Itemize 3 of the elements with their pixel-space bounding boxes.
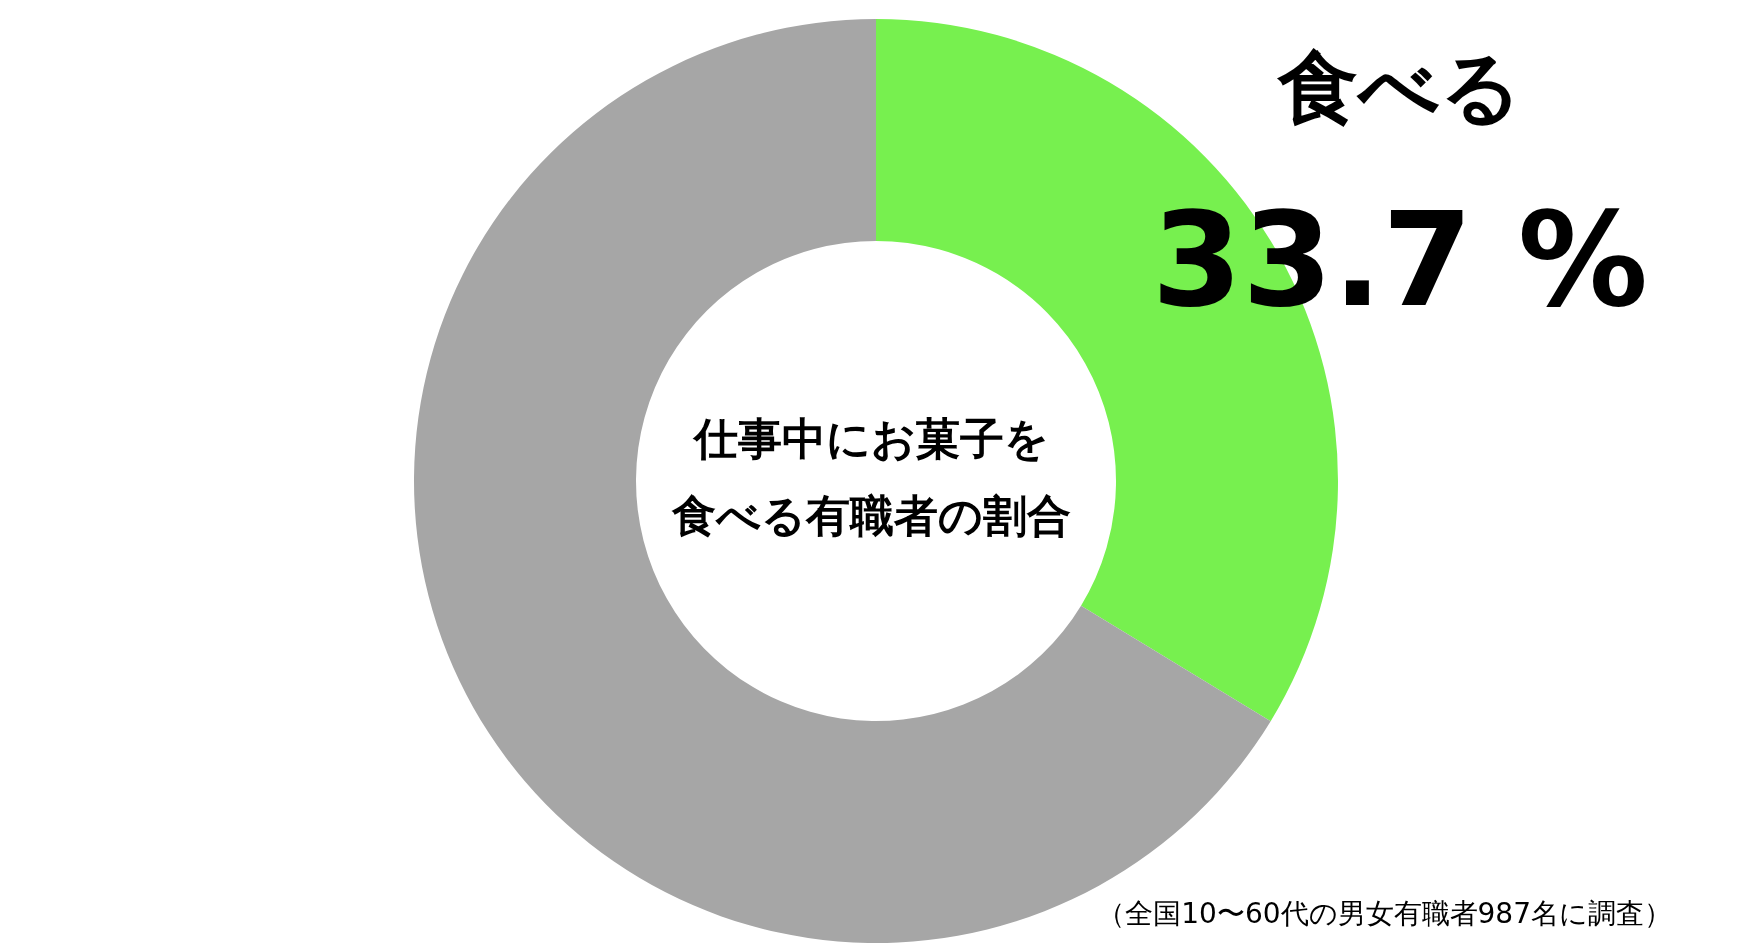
text: （全国10〜60代の男女有職者987名に調査）: [1097, 896, 1672, 932]
text: 仕事中にお菓子を食べる有職者の割合: [670, 412, 1072, 543]
slice-label: 食べる: [1276, 40, 1523, 136]
